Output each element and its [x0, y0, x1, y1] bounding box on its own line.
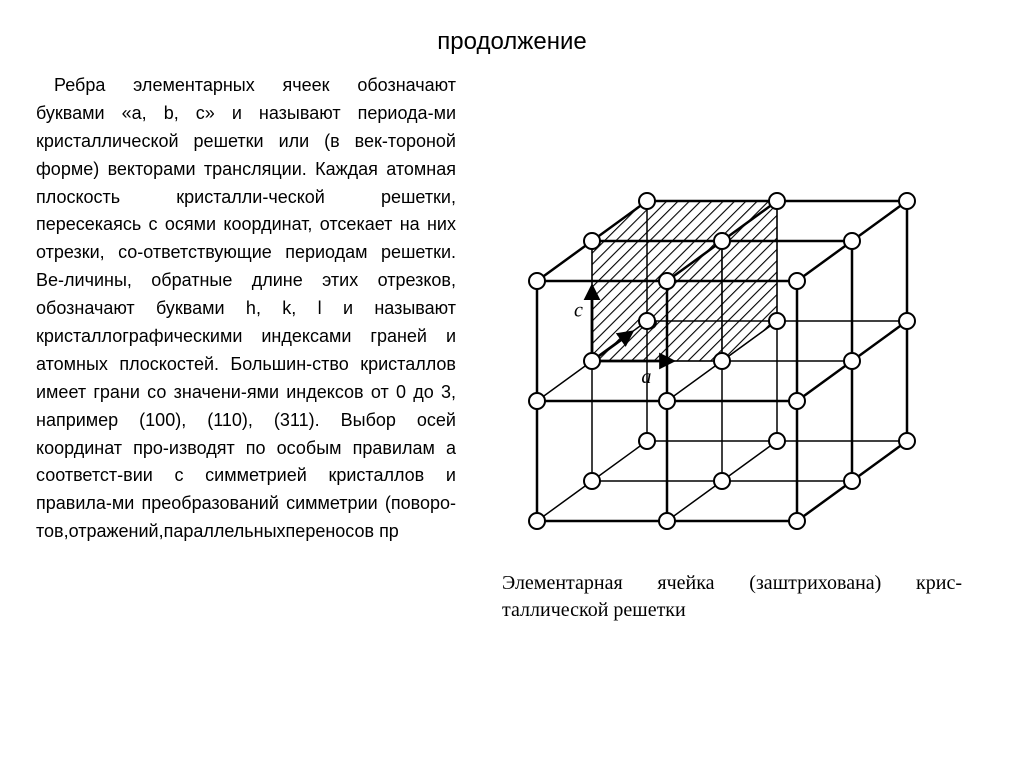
svg-text:c: c	[574, 300, 583, 322]
body-text-column: Ребра элементарных ячеек обозначают букв…	[36, 72, 476, 624]
body-paragraph: Ребра элементарных ячеек обозначают букв…	[36, 72, 456, 546]
figure-caption: Элементарная ячейка (заштрихована) крис-…	[502, 570, 962, 624]
svg-text:a: a	[641, 366, 651, 388]
figure-column: abc Элементарная ячейка (заштрихована) к…	[476, 76, 988, 624]
page-title: продолжение	[0, 0, 1024, 72]
lattice-diagram: abc	[497, 76, 967, 556]
content-row: Ребра элементарных ячеек обозначают букв…	[0, 72, 1024, 624]
